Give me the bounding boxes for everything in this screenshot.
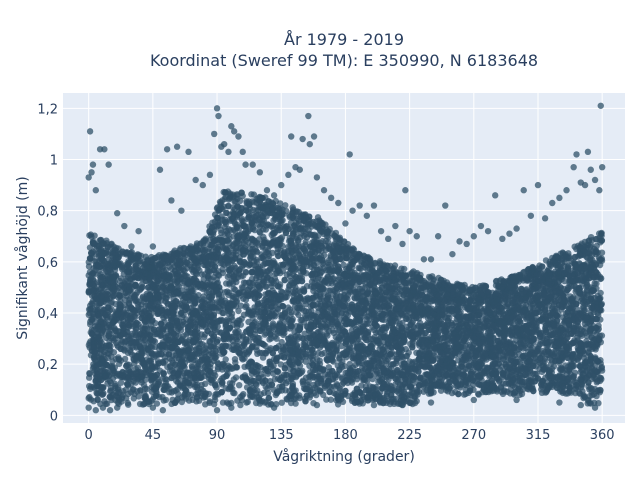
data-point	[122, 356, 128, 362]
data-point	[243, 269, 249, 275]
data-point	[119, 264, 125, 270]
chart-title: År 1979 - 2019 Koordinat (Sweref 99 TM):…	[150, 30, 538, 70]
data-point	[255, 221, 261, 227]
chart-title-line-1: År 1979 - 2019	[284, 30, 404, 49]
data-point	[101, 398, 107, 404]
data-point	[275, 369, 281, 375]
data-point	[220, 399, 226, 405]
data-point	[223, 356, 229, 362]
chart-title-line-2: Koordinat (Sweref 99 TM): E 350990, N 61…	[150, 51, 538, 70]
data-point	[205, 273, 211, 279]
data-point	[232, 329, 238, 335]
data-point	[464, 322, 470, 328]
